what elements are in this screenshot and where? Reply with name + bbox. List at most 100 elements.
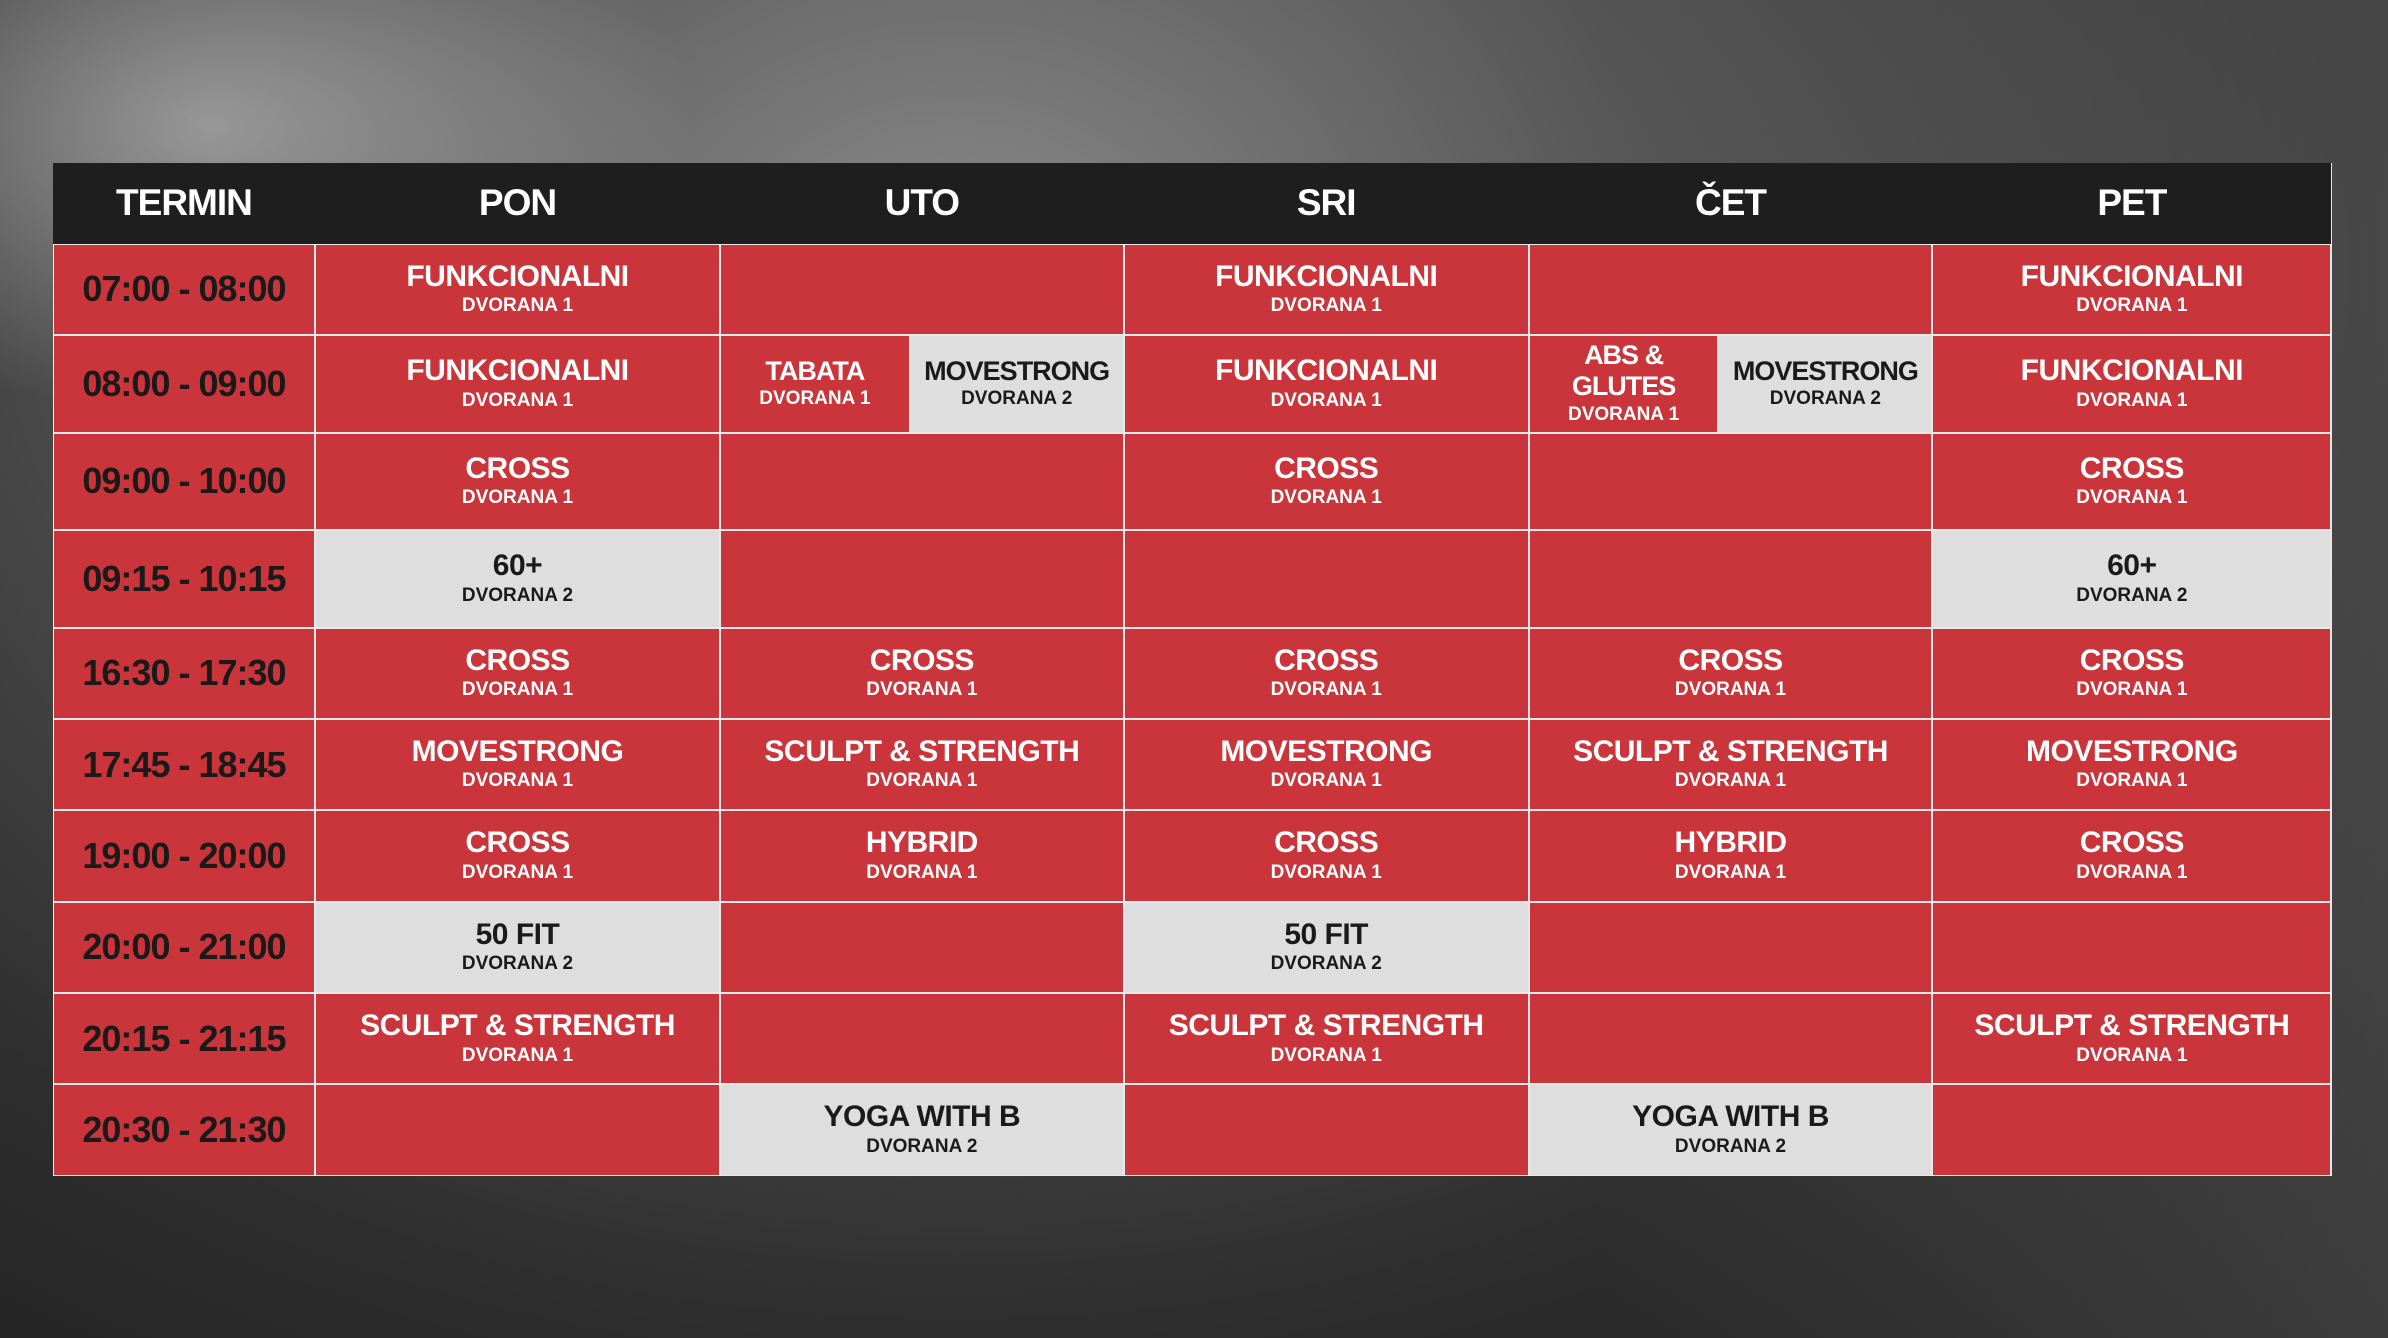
class-room: DVORANA 1 [1567, 403, 1680, 425]
column-header: PON [314, 163, 721, 244]
class-name: CROSS [1274, 643, 1379, 677]
empty-cell [1933, 902, 2331, 992]
class-room: DVORANA 1 [461, 679, 574, 701]
class-room: DVORANA 1 [1674, 861, 1787, 883]
class-cell: MOVESTRONG DVORANA 2 [910, 336, 1123, 432]
class-name: FUNKCIONALNI [2020, 259, 2244, 293]
class-cell: SCULPT & STRENGTH DVORANA 1 [1529, 719, 1932, 810]
class-room: DVORANA 2 [461, 953, 574, 975]
class-cell: MOVESTRONG DVORANA 2 [1719, 336, 1932, 432]
class-name: 50 FIT [1284, 917, 1369, 951]
class-cell: MOVESTRONG DVORANA 1 [315, 719, 720, 810]
class-cell: FUNKCIONALNI DVORANA 1 [1124, 336, 1528, 432]
class-name: CROSS [465, 451, 570, 485]
class-cell: CROSS DVORANA 1 [315, 433, 720, 530]
class-cell: MOVESTRONG DVORANA 1 [1933, 719, 2331, 810]
class-cell: ABS & GLUTES DVORANA 1 [1529, 336, 1718, 432]
class-room: DVORANA 1 [1270, 389, 1382, 411]
class-cell: SCULPT & STRENGTH DVORANA 1 [721, 719, 1123, 810]
class-room: DVORANA 1 [461, 487, 574, 509]
class-cell: FUNKCIONALNI DVORANA 1 [315, 336, 720, 432]
column-header: SRI [1123, 163, 1529, 244]
class-name: CROSS [1274, 826, 1379, 860]
class-room: DVORANA 2 [1270, 953, 1382, 975]
class-room: DVORANA 1 [461, 295, 574, 317]
empty-cell [721, 244, 1123, 335]
class-cell: YOGA WITH B DVORANA 2 [721, 1085, 1123, 1175]
class-room: DVORANA 1 [1674, 679, 1787, 701]
column-header: TERMIN [53, 163, 315, 244]
class-room: DVORANA 1 [1270, 861, 1382, 883]
class-cell: CROSS DVORANA 1 [1529, 628, 1932, 718]
class-name: HYBRID [865, 826, 979, 860]
class-cell: CROSS DVORANA 1 [1933, 433, 2331, 530]
class-cell: CROSS DVORANA 1 [1124, 811, 1528, 901]
empty-cell [1124, 531, 1528, 627]
class-name: SCULPT & STRENGTH [1168, 1009, 1484, 1043]
time-cell: 20:30 - 21:30 [54, 1085, 314, 1175]
class-room: DVORANA 2 [2076, 584, 2188, 606]
class-room: DVORANA 1 [759, 388, 871, 409]
schedule-table: TERMIN PON UTO SRI ČET PET 07:00 - 08:00 FUNKCI… [53, 163, 2332, 1176]
class-room: DVORANA 1 [461, 389, 574, 411]
class-room: DVORANA 1 [1270, 770, 1382, 792]
class-name: MOVESTRONG [1732, 355, 1919, 386]
class-cell: CROSS DVORANA 1 [721, 628, 1123, 718]
time-cell: 07:00 - 08:00 [54, 244, 314, 335]
class-name: CROSS [869, 643, 975, 677]
empty-cell [721, 433, 1123, 530]
class-room: DVORANA 1 [461, 770, 574, 792]
class-name: TABATA [765, 355, 865, 386]
class-room: DVORANA 1 [2076, 389, 2188, 411]
class-cell: CROSS DVORANA 1 [1933, 811, 2331, 901]
class-name: FUNKCIONALNI [406, 354, 629, 388]
empty-cell [721, 902, 1123, 992]
empty-cell [1529, 433, 1932, 530]
class-cell: MOVESTRONG DVORANA 1 [1124, 719, 1528, 810]
class-name: SCULPT & STRENGTH [1974, 1009, 2290, 1043]
class-room: DVORANA 1 [1270, 487, 1382, 509]
class-name: SCULPT & STRENGTH [360, 1009, 675, 1043]
time-cell: 16:30 - 17:30 [54, 628, 314, 718]
class-cell: YOGA WITH B DVORANA 2 [1529, 1085, 1932, 1175]
class-name: YOGA WITH B [1632, 1100, 1829, 1134]
class-cell: FUNKCIONALNI DVORANA 1 [315, 244, 720, 335]
class-name: YOGA WITH B [823, 1100, 1021, 1134]
class-name: MOVESTRONG [2025, 734, 2238, 768]
class-name: HYBRID [1674, 826, 1788, 860]
class-room: DVORANA 1 [2076, 679, 2188, 701]
time-cell: 20:15 - 21:15 [54, 994, 314, 1084]
class-room: DVORANA 1 [866, 770, 978, 792]
class-cell: FUNKCIONALNI DVORANA 1 [1933, 244, 2331, 335]
class-room: DVORANA 2 [961, 388, 1073, 409]
class-name: MOVESTRONG [411, 734, 624, 768]
time-cell: 19:00 - 20:00 [54, 811, 314, 901]
class-cell: SCULPT & STRENGTH DVORANA 1 [1933, 994, 2331, 1084]
class-cell: HYBRID DVORANA 1 [721, 811, 1123, 901]
class-room: DVORANA 1 [1270, 1044, 1382, 1066]
class-cell: 60+ DVORANA 2 [1933, 531, 2331, 627]
class-name: MOVESTRONG [1220, 734, 1433, 768]
class-cell: SCULPT & STRENGTH DVORANA 1 [1124, 994, 1528, 1084]
class-cell: 50 FIT DVORANA 2 [1124, 902, 1528, 992]
class-room: DVORANA 1 [461, 1044, 574, 1066]
class-room: DVORANA 1 [866, 861, 978, 883]
class-cell: CROSS DVORANA 1 [1124, 433, 1528, 530]
class-name: 60+ [2107, 549, 2157, 583]
class-room: DVORANA 1 [1674, 770, 1787, 792]
time-cell: 17:45 - 18:45 [54, 719, 314, 810]
class-name: FUNKCIONALNI [2020, 354, 2244, 388]
class-room: DVORANA 2 [461, 584, 574, 606]
empty-cell [1933, 1085, 2331, 1175]
class-name: FUNKCIONALNI [1215, 354, 1438, 388]
class-name: CROSS [1678, 643, 1783, 677]
class-name: CROSS [2079, 451, 2185, 485]
class-room: DVORANA 1 [1270, 295, 1382, 317]
empty-cell [1529, 994, 1932, 1084]
class-room: DVORANA 2 [1674, 1135, 1787, 1157]
time-cell: 09:15 - 10:15 [54, 531, 314, 627]
empty-cell [721, 531, 1123, 627]
class-cell: CROSS DVORANA 1 [315, 811, 720, 901]
class-name: SCULPT & STRENGTH [764, 734, 1080, 768]
class-room: DVORANA 1 [2076, 861, 2188, 883]
